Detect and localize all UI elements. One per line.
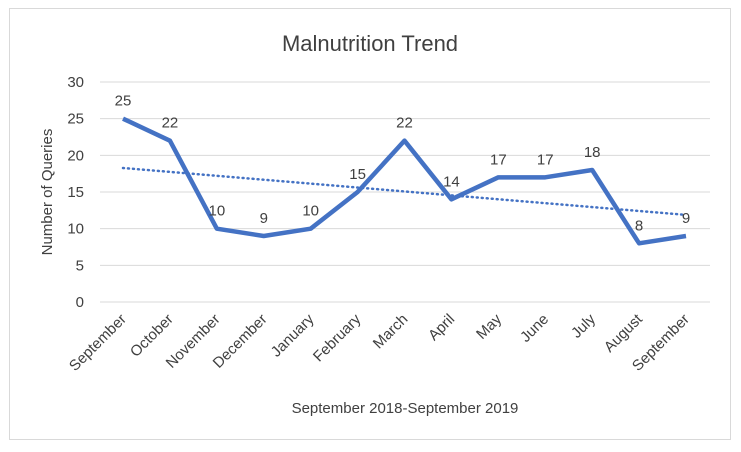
y-tick-label: 30 (67, 74, 84, 91)
y-tick-label: 5 (76, 257, 84, 274)
data-label: 10 (208, 203, 225, 220)
data-label: 9 (260, 210, 268, 227)
data-label: 9 (682, 210, 690, 227)
x-tick-label: September (66, 311, 130, 375)
chart-title: Malnutrition Trend (282, 31, 458, 56)
data-label: 10 (302, 203, 319, 220)
x-tick-label: August (601, 310, 647, 356)
data-label: 8 (635, 217, 643, 234)
data-label: 18 (584, 144, 601, 161)
x-tick-label: February (310, 310, 365, 365)
data-label: 15 (349, 166, 366, 183)
chart-frame (9, 8, 731, 440)
data-label: 22 (162, 115, 179, 132)
data-label: 17 (490, 151, 507, 168)
x-tick-label: June (517, 311, 552, 346)
y-tick-label: 20 (67, 147, 84, 164)
data-label: 22 (396, 115, 413, 132)
data-label: 14 (443, 173, 460, 190)
y-tick-label: 25 (67, 111, 84, 128)
y-tick-label: 10 (67, 221, 84, 238)
x-tick-label: March (370, 311, 411, 352)
x-axis-label: September 2018-September 2019 (292, 400, 519, 417)
trendline (121, 166, 688, 217)
x-tick-label: May (473, 310, 505, 342)
y-tick-label: 0 (76, 294, 84, 311)
data-label: 25 (115, 93, 132, 110)
series-line (122, 116, 687, 246)
data-label: 17 (537, 151, 554, 168)
y-axis-label: Number of Queries (39, 129, 56, 256)
x-tick-label: July (568, 310, 599, 341)
x-tick-label: April (425, 311, 458, 344)
y-tick-label: 15 (67, 184, 84, 201)
